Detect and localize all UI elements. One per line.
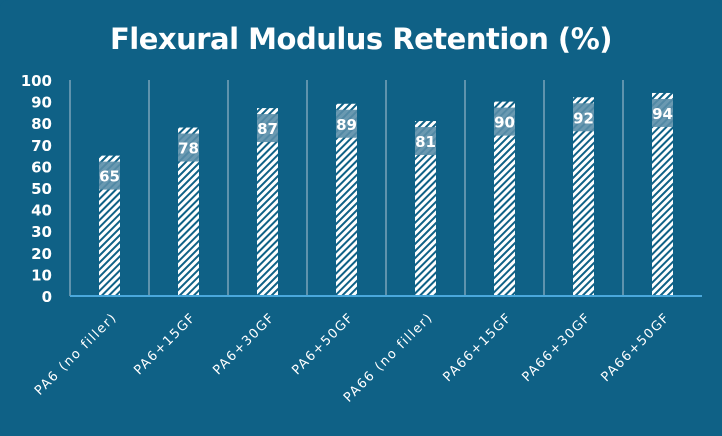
data-label: 89 bbox=[336, 116, 357, 134]
data-label-background bbox=[573, 103, 594, 132]
x-tick-label: PA66+50GF bbox=[598, 310, 673, 385]
y-tick-label: 70 bbox=[31, 137, 52, 155]
bar bbox=[415, 121, 436, 296]
x-tick-label: PA6 (no filler) bbox=[32, 310, 120, 398]
x-tick-label: PA6+15GF bbox=[131, 310, 199, 378]
y-tick-label: 0 bbox=[42, 288, 52, 306]
x-tick-label: PA66+15GF bbox=[440, 310, 515, 385]
data-label: 90 bbox=[494, 114, 515, 132]
data-label-background bbox=[652, 98, 673, 127]
x-tick-label: PA6+50GF bbox=[289, 310, 357, 378]
data-label: 94 bbox=[652, 105, 673, 123]
data-label-background bbox=[494, 107, 515, 136]
bar bbox=[178, 127, 199, 297]
data-label-background bbox=[99, 161, 120, 190]
y-tick-label: 40 bbox=[31, 202, 52, 220]
y-tick-label: 20 bbox=[31, 245, 52, 263]
x-tick-label: PA66 (no filler) bbox=[341, 310, 436, 405]
data-label-background bbox=[336, 109, 357, 138]
y-tick-label: 60 bbox=[31, 158, 52, 176]
bar bbox=[99, 155, 120, 296]
data-label: 92 bbox=[573, 109, 594, 127]
y-tick-label: 100 bbox=[21, 72, 52, 90]
data-label: 87 bbox=[257, 120, 278, 138]
y-tick-label: 10 bbox=[31, 266, 52, 284]
bar bbox=[336, 103, 357, 296]
x-tick-label: PA66+30GF bbox=[519, 310, 594, 385]
bar bbox=[494, 101, 515, 296]
bar bbox=[573, 97, 594, 296]
x-tick-label: PA6+30GF bbox=[210, 310, 278, 378]
data-label-background bbox=[415, 127, 436, 156]
y-tick-label: 50 bbox=[31, 180, 52, 198]
data-label: 65 bbox=[99, 168, 120, 186]
y-tick-label: 30 bbox=[31, 223, 52, 241]
bar bbox=[652, 92, 673, 297]
bar bbox=[257, 108, 278, 296]
data-label-background bbox=[257, 114, 278, 143]
data-label-background bbox=[178, 133, 199, 162]
data-label: 81 bbox=[415, 133, 436, 151]
chart-title: Flexural Modulus Retention (%) bbox=[109, 22, 613, 56]
y-tick-label: 90 bbox=[31, 94, 52, 112]
y-tick-label: 80 bbox=[31, 115, 52, 133]
data-label: 78 bbox=[178, 140, 199, 158]
